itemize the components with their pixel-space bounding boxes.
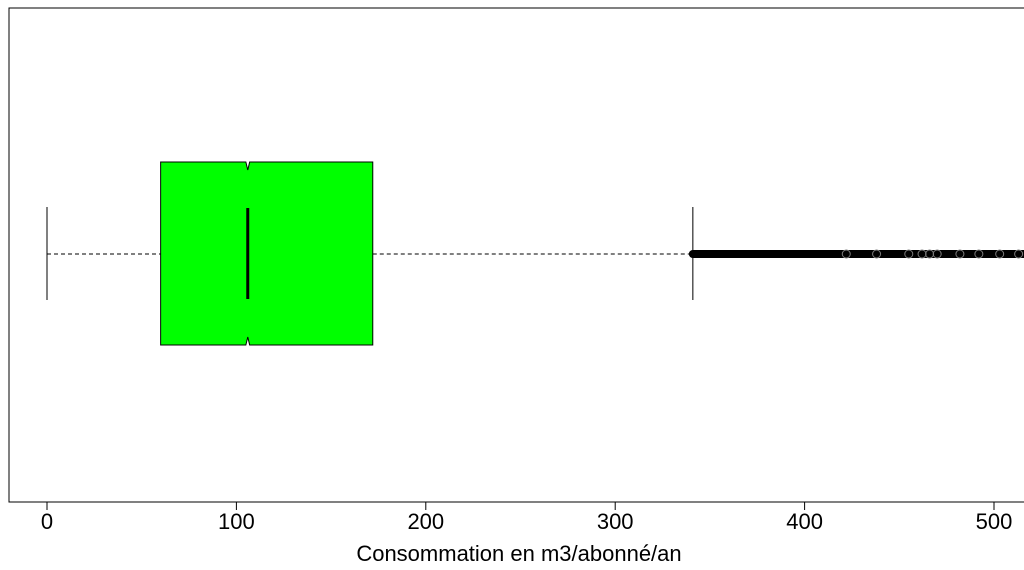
outlier-point [872, 249, 882, 259]
outlier-point [841, 249, 851, 259]
outlier-point [904, 249, 914, 259]
x-tick-label: 400 [786, 509, 823, 534]
x-tick-label: 100 [218, 509, 255, 534]
outlier-point [995, 249, 1005, 259]
x-tick-label: 300 [597, 509, 634, 534]
x-tick-label: 200 [407, 509, 444, 534]
outlier-point [974, 249, 984, 259]
outlier-point [932, 249, 942, 259]
outlier-point [688, 250, 697, 258]
chart-marks [46, 161, 1024, 346]
x-tick-label: 0 [41, 509, 53, 534]
outlier-point [955, 249, 965, 259]
iqr-box [160, 161, 374, 346]
x-axis-title: Consommation en m3/abonné/an [356, 541, 681, 566]
outlier-point [1014, 249, 1024, 259]
x-axis: 0 100 200 300 400 500 [41, 501, 1013, 534]
outlier-band [692, 250, 1024, 258]
x-tick-label: 500 [976, 509, 1013, 534]
